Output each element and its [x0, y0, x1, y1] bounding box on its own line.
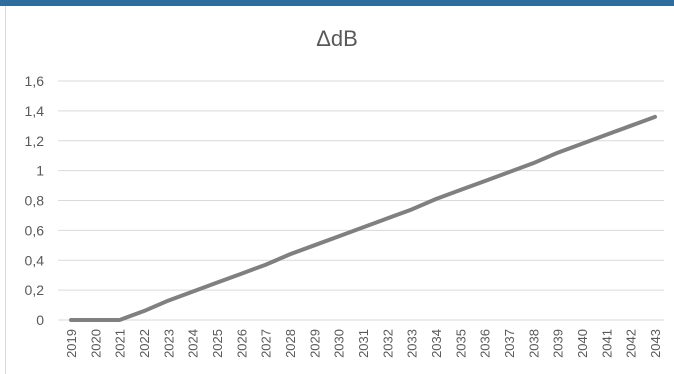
x-tick-label: 2042 — [624, 329, 639, 358]
y-tick-label: 0,6 — [25, 222, 45, 238]
x-tick-label: 2021 — [113, 329, 128, 358]
y-tick-label: 1,2 — [25, 133, 45, 149]
window-top-border — [0, 0, 674, 6]
y-tick-label: 0,4 — [25, 252, 45, 268]
x-tick-label: 2040 — [575, 329, 590, 358]
chart-title: ΔdB — [316, 26, 358, 51]
x-tick-label: 2027 — [259, 329, 274, 358]
x-tick-label: 2035 — [453, 329, 468, 358]
x-tick-label: 2030 — [332, 329, 347, 358]
x-tick-label: 2025 — [210, 329, 225, 358]
x-tick-label: 2032 — [380, 329, 395, 358]
y-tick-label: 0 — [36, 312, 44, 328]
x-tick-label: 2024 — [186, 329, 201, 358]
y-tick-label: 1,6 — [25, 73, 45, 89]
window-left-border — [0, 6, 6, 374]
x-axis-ticks: 2019 2020 2021 2022 2023 2024 2025 2026 2027 2028… — [64, 329, 663, 358]
x-tick-label: 2022 — [137, 329, 152, 358]
x-tick-label: 2043 — [648, 329, 663, 358]
x-tick-label: 2039 — [551, 329, 566, 358]
x-tick-label: 2034 — [429, 329, 444, 358]
gridlines — [58, 80, 664, 321]
x-tick-label: 2026 — [234, 329, 249, 358]
x-tick-label: 2023 — [161, 329, 176, 358]
y-tick-label: 0,8 — [25, 193, 45, 209]
y-tick-label: 0,2 — [25, 282, 45, 298]
series-line — [69, 114, 657, 322]
x-tick-label: 2019 — [64, 329, 79, 358]
x-tick-label: 2033 — [405, 329, 420, 358]
series-group — [69, 114, 657, 322]
x-tick-label: 2037 — [502, 329, 517, 358]
x-tick-label: 2020 — [88, 329, 103, 358]
x-tick-label: 2036 — [478, 329, 493, 358]
x-tick-label: 2031 — [356, 329, 371, 358]
x-tick-label: 2038 — [526, 329, 541, 358]
y-tick-label: 1,4 — [25, 103, 45, 119]
y-axis-ticks: 0 0,2 0,4 0,6 0,8 1 1,2 1,4 1,6 — [25, 73, 45, 328]
x-tick-label: 2028 — [283, 329, 298, 358]
x-tick-label: 2029 — [307, 329, 322, 358]
y-tick-label: 1 — [36, 163, 44, 179]
x-tick-label: 2041 — [599, 329, 614, 358]
